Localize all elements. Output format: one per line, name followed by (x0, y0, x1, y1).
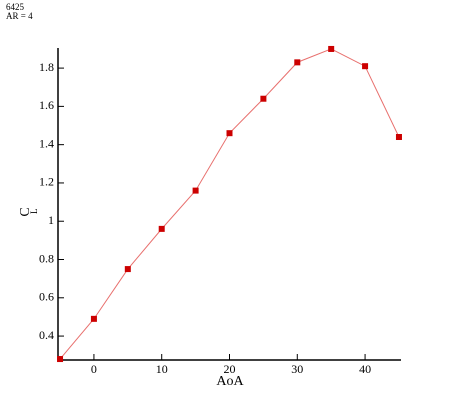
title-line: AR = 4 (6, 11, 33, 21)
y-tick-label: 1.2 (39, 175, 54, 189)
y-tick-label: 0.4 (39, 328, 54, 342)
marker (328, 45, 335, 52)
marker (57, 356, 64, 363)
x-tick-label: 0 (91, 362, 97, 376)
marker (124, 266, 131, 273)
y-axis-label: C L (18, 207, 39, 216)
y-tick-label: 0.6 (39, 290, 54, 304)
marker (90, 315, 97, 322)
y-tick-label: 1.6 (39, 98, 54, 112)
x-tick-label: 10 (156, 362, 168, 376)
marker (260, 95, 267, 102)
marker (395, 134, 402, 141)
marker (158, 225, 165, 232)
title-line: 6425 (6, 2, 25, 12)
marker (362, 63, 369, 70)
x-axis-label: AoA (216, 374, 244, 389)
y-tick-label: 0.8 (39, 251, 54, 265)
marker (226, 130, 233, 137)
x-tick-label: 20 (224, 362, 236, 376)
x-tick-label: 30 (291, 362, 303, 376)
marker (294, 59, 301, 66)
x-tick-label: 40 (359, 362, 371, 376)
y-axis-label-main: C (18, 207, 33, 216)
y-tick-label: 1.4 (39, 136, 54, 150)
marker (192, 187, 199, 194)
series-line (59, 48, 400, 360)
y-tick-label: 1.8 (39, 60, 54, 74)
y-tick-label: 1 (48, 213, 54, 227)
y-axis-label-sub: L (29, 209, 39, 215)
